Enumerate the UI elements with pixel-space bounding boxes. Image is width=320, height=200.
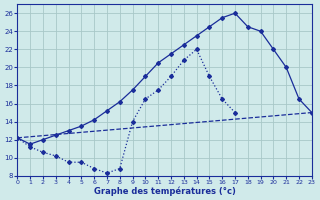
X-axis label: Graphe des températures (°c): Graphe des températures (°c) [94,186,236,196]
